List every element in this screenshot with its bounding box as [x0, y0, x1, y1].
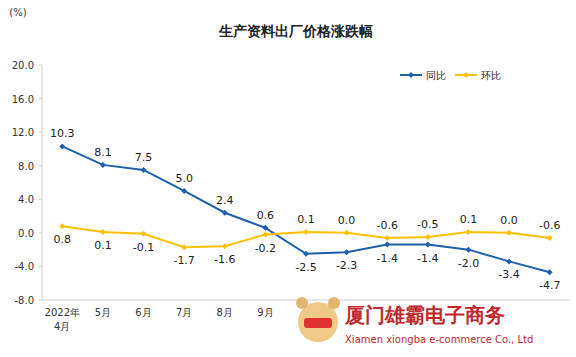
data-label: 0.1: [94, 239, 112, 252]
data-label: 0.1: [460, 213, 478, 226]
data-point: [547, 235, 553, 241]
data-label: 10.3: [50, 127, 75, 140]
y-tick: [39, 232, 42, 233]
data-point: [262, 225, 268, 231]
legend-label: 同比: [426, 70, 446, 81]
data-point: [222, 210, 228, 216]
logo-band: [304, 318, 332, 328]
data-point: [384, 235, 390, 241]
data-point: [262, 232, 268, 238]
y-tick: [39, 300, 42, 301]
watermark-subtitle: Xiamen xiongba e-commerce Co., Ltd: [345, 334, 533, 345]
data-label: 7.5: [135, 151, 153, 164]
y-tick-label: 0.0: [18, 228, 34, 239]
series-line: [62, 146, 549, 272]
data-label: -2.5: [295, 261, 316, 274]
y-axis-label: (%): [9, 7, 26, 18]
data-label: -0.1: [133, 241, 154, 254]
chart: 生产资料出厂价格涨跌幅 (%) -8.0 -4.0 0.0 4.0 8.0 12.0 16.0 2…: [0, 0, 576, 357]
y-tick-label: 16.0: [12, 94, 34, 105]
data-label: 0.1: [297, 213, 315, 226]
y-tick-label: 20.0: [12, 60, 34, 71]
data-label: -3.4: [498, 268, 519, 281]
data-label: -4.7: [539, 279, 560, 292]
data-point: [344, 230, 350, 236]
title: 生产资料出厂价格涨跌幅: [218, 23, 373, 39]
data-point: [465, 229, 471, 235]
data-point: [425, 234, 431, 240]
x-tick-label: 9月: [257, 307, 273, 318]
data-label: -0.2: [255, 242, 276, 255]
data-point: [141, 231, 147, 237]
y-tick-label: -8.0: [14, 295, 34, 306]
data-point: [100, 229, 106, 235]
data-label: -1.4: [376, 252, 397, 265]
data-point: [465, 247, 471, 253]
watermark-title: 厦门雄霸电子商务: [344, 303, 505, 327]
data-label: -0.5: [417, 218, 438, 231]
data-label: 0.6: [257, 209, 275, 222]
data-point: [59, 143, 65, 149]
y-axis-line: [42, 65, 43, 300]
data-label: -0.6: [376, 219, 397, 232]
data-point: [506, 258, 512, 264]
y-tick-label: 4.0: [18, 194, 34, 205]
data-label: -0.6: [539, 219, 560, 232]
x-tick-label-part: 4月: [54, 321, 70, 332]
data-point: [425, 242, 431, 248]
data-label: 0.8: [54, 233, 72, 246]
data-point: [222, 243, 228, 249]
data-point: [303, 251, 309, 257]
x-tick-label: 2022年 4月: [45, 307, 80, 332]
x-tick-label: 7月: [176, 307, 192, 318]
y-tick: [39, 165, 42, 166]
logo-ear: [328, 297, 340, 309]
data-label: -2.0: [458, 257, 479, 270]
x-tick-label: 5月: [95, 307, 111, 318]
data-labels: 10.3 8.1 7.5 5.0 2.4 0.6 -2.5 -2.3 -1.4 -1.4 -2.0 -…: [50, 127, 560, 292]
watermark: 厦门雄霸电子商务 Xiamen xiongba e-commerce Co., L…: [296, 297, 533, 345]
data-label: 5.0: [175, 172, 193, 185]
data-point: [303, 229, 309, 235]
data-label: 0.0: [500, 214, 518, 227]
legend-marker: [408, 72, 414, 78]
data-point: [384, 242, 390, 248]
data-label: -2.3: [336, 259, 357, 272]
data-point: [547, 269, 553, 275]
data-point: [100, 162, 106, 168]
y-tick: [39, 65, 42, 66]
data-point: [181, 244, 187, 250]
data-point: [141, 167, 147, 173]
data-label: 8.1: [94, 146, 112, 159]
y-tick-label: -4.0: [14, 261, 34, 272]
data-point: [181, 188, 187, 194]
logo-ear: [296, 297, 308, 309]
data-label: 0.0: [338, 214, 356, 227]
x-tick-label: 8月: [217, 307, 233, 318]
data-point: [344, 249, 350, 255]
data-point: [506, 230, 512, 236]
data-point: [59, 223, 65, 229]
y-tick: [39, 199, 42, 200]
data-label: -1.4: [417, 252, 438, 265]
data-label: -1.6: [214, 253, 235, 266]
legend-label: 环比: [481, 70, 501, 81]
x-tick-label-part: 2022年: [45, 307, 80, 318]
y-tick: [39, 132, 42, 133]
legend-marker: [463, 72, 469, 78]
x-tick-label: 6月: [135, 307, 151, 318]
y-tick-label: 8.0: [18, 161, 34, 172]
plot-area: [59, 143, 552, 275]
y-tick: [39, 266, 42, 267]
y-tick: [39, 98, 42, 99]
data-label: -1.7: [173, 254, 194, 267]
data-label: 2.4: [216, 194, 234, 207]
y-tick-label: 12.0: [12, 127, 34, 138]
